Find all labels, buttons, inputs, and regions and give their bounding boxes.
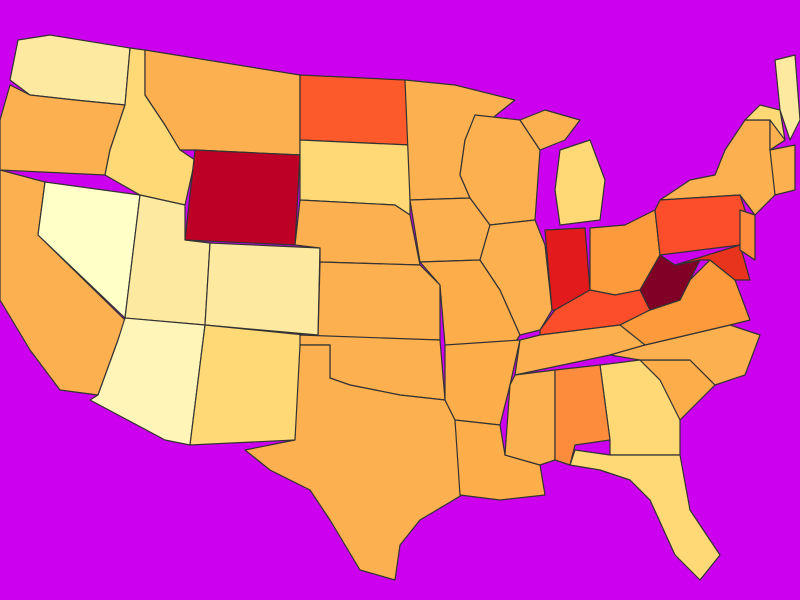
state-region bbox=[569, 449, 721, 581]
state-region bbox=[184, 149, 301, 246]
state-region bbox=[554, 364, 611, 466]
state-region bbox=[244, 344, 463, 581]
state-region bbox=[554, 139, 606, 226]
state-region bbox=[189, 324, 306, 446]
states bbox=[0, 34, 800, 581]
state-region bbox=[769, 119, 786, 151]
state-region bbox=[204, 242, 321, 336]
state-region bbox=[639, 254, 701, 311]
state-region bbox=[774, 54, 800, 141]
state-region bbox=[739, 209, 756, 261]
state-region bbox=[299, 74, 411, 146]
state-region bbox=[519, 109, 581, 151]
state-region bbox=[454, 419, 546, 501]
state-region bbox=[504, 369, 556, 466]
state-region bbox=[317, 261, 441, 341]
state-region bbox=[769, 144, 796, 196]
